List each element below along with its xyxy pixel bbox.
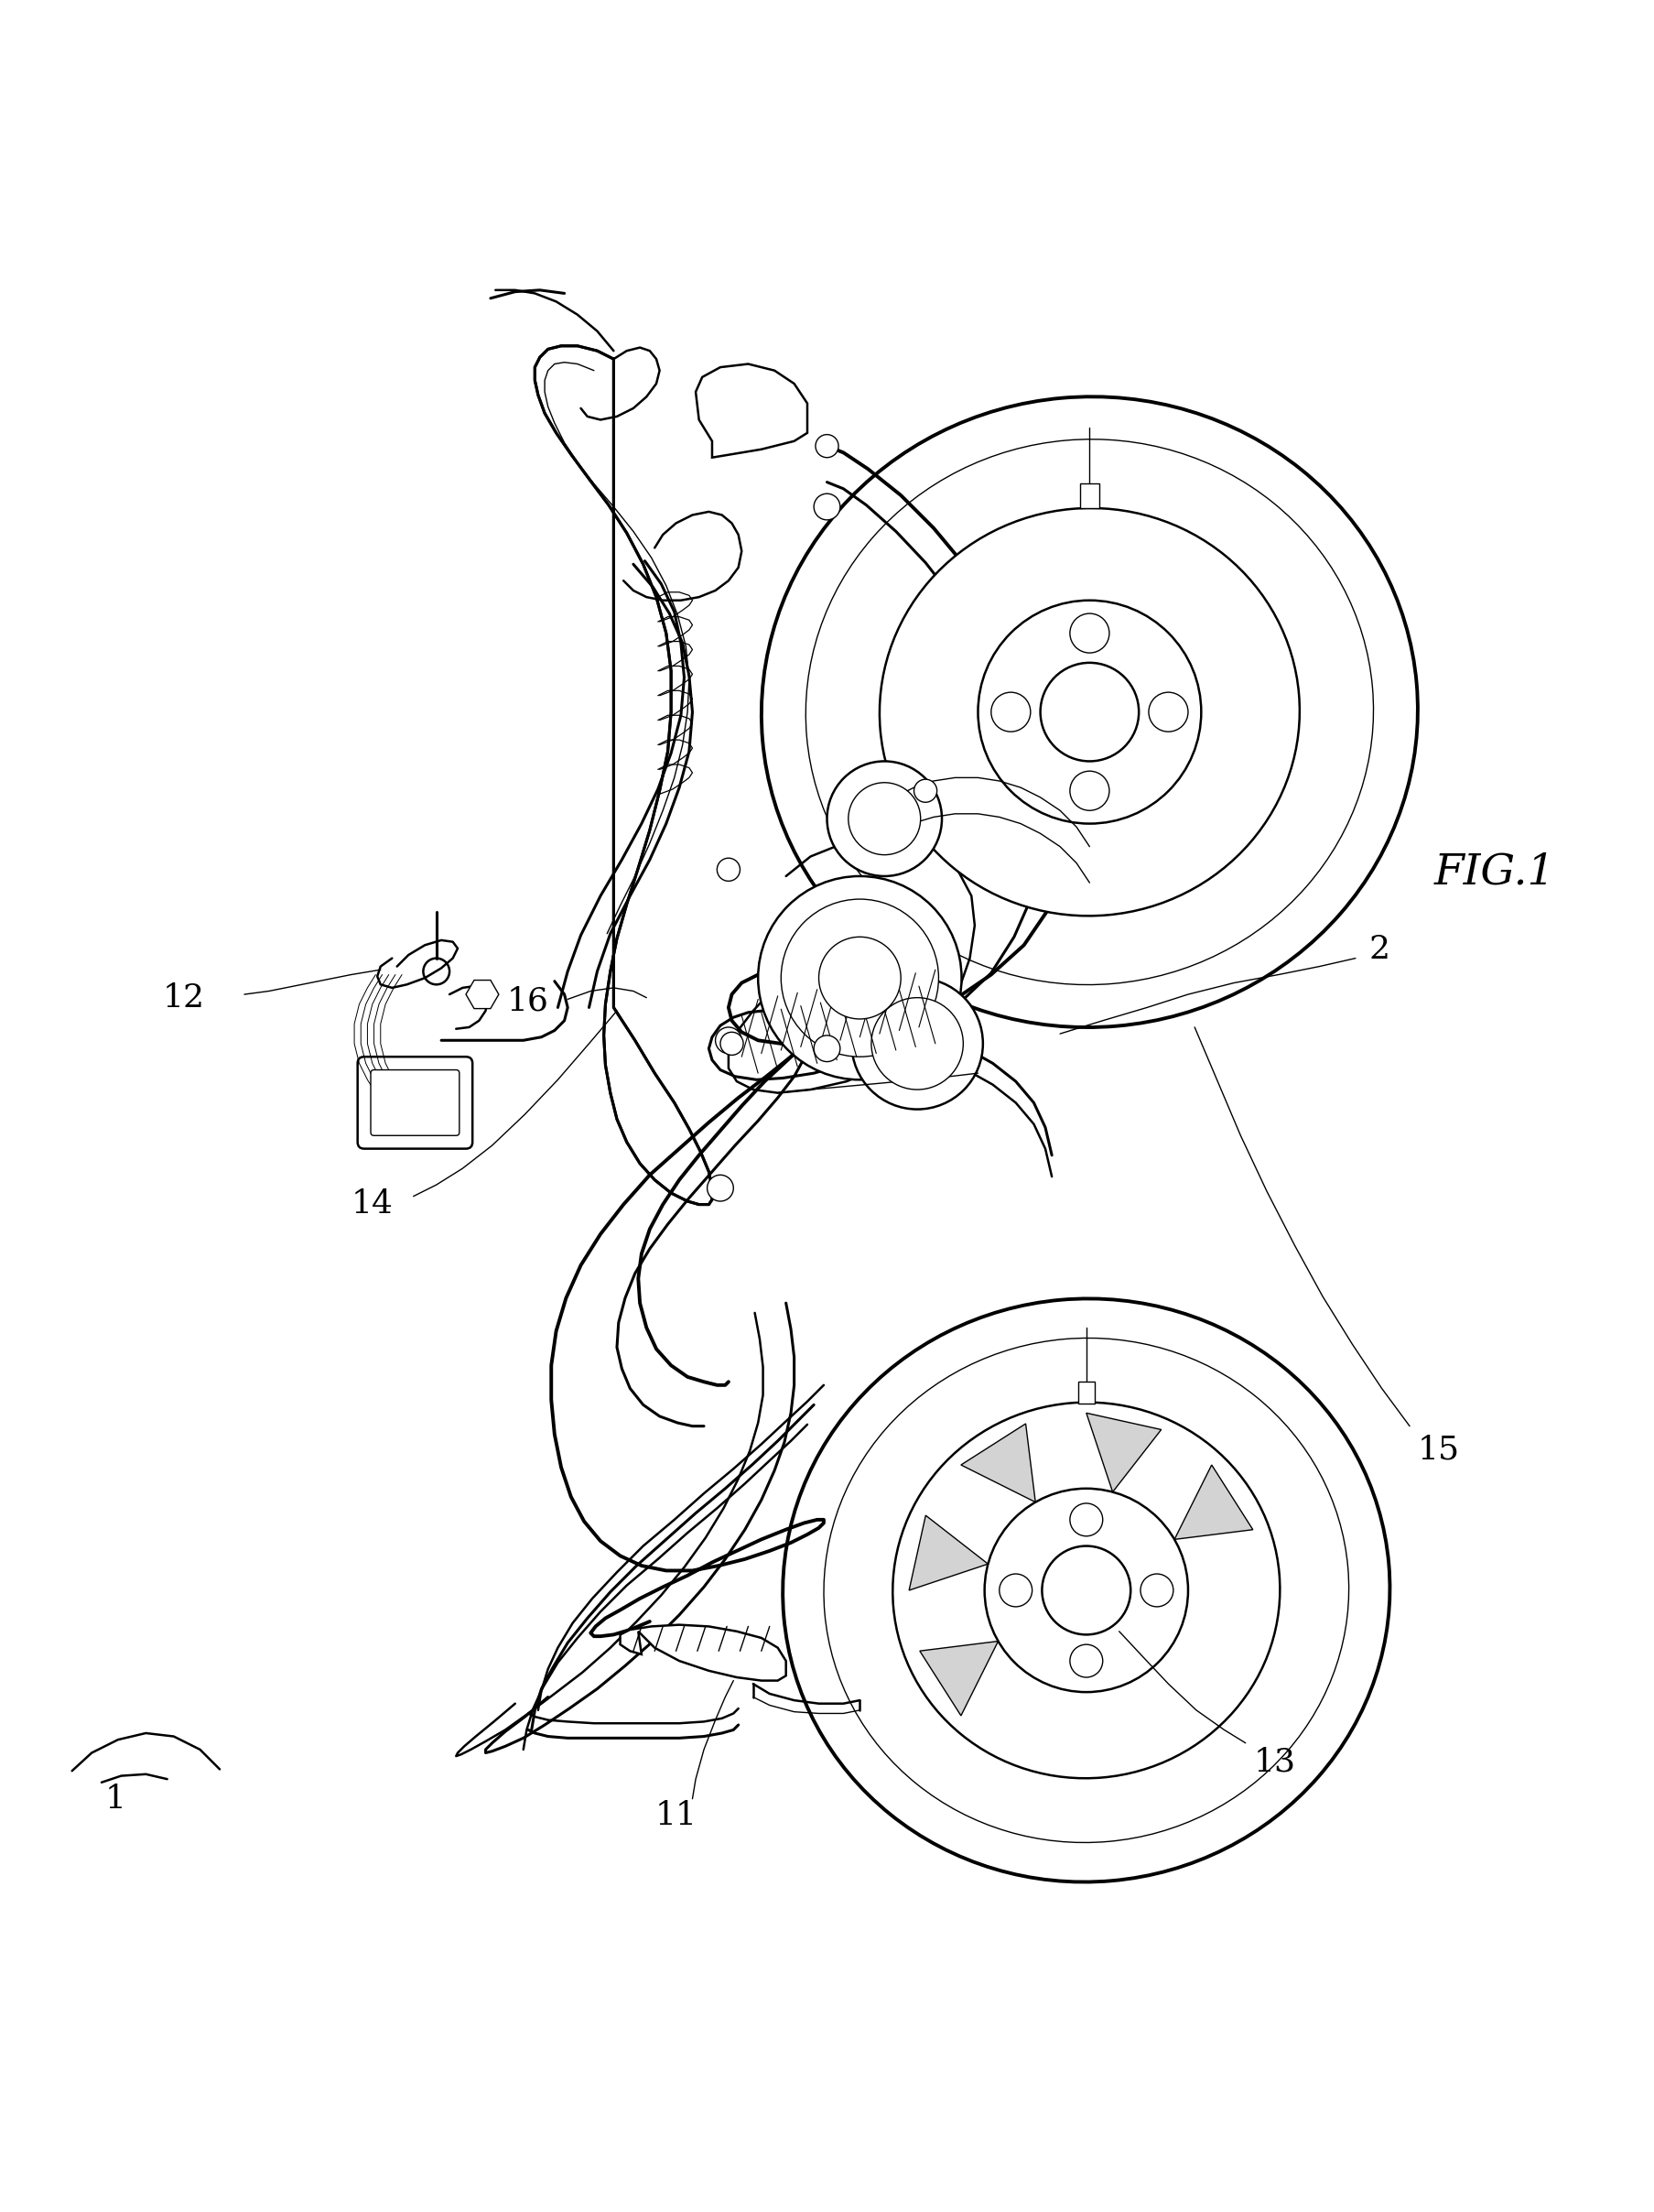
Polygon shape [620,1626,786,1681]
Polygon shape [1087,1413,1161,1491]
Polygon shape [910,1515,987,1590]
Circle shape [718,858,739,880]
Ellipse shape [1040,664,1140,761]
Circle shape [814,493,840,520]
Circle shape [915,779,936,803]
Circle shape [852,978,982,1108]
Text: 1: 1 [104,1783,126,1816]
Circle shape [872,998,963,1091]
Ellipse shape [978,599,1201,823]
Ellipse shape [880,509,1300,916]
Text: 16: 16 [506,987,549,1018]
Text: 12: 12 [162,982,205,1013]
Ellipse shape [761,396,1417,1026]
Polygon shape [466,980,500,1009]
FancyBboxPatch shape [357,1057,473,1148]
Circle shape [814,1035,840,1062]
Text: 14: 14 [351,1188,394,1219]
Circle shape [815,434,839,458]
Circle shape [991,692,1030,732]
Polygon shape [920,1641,999,1717]
Polygon shape [1174,1464,1252,1540]
Circle shape [819,938,901,1020]
Polygon shape [961,1425,1035,1502]
Polygon shape [696,365,807,458]
Text: FIG.1: FIG.1 [1434,852,1556,894]
Circle shape [1141,1575,1173,1606]
Circle shape [423,958,450,984]
Circle shape [849,783,921,854]
Ellipse shape [984,1489,1188,1692]
Text: 2: 2 [1368,933,1389,964]
Circle shape [716,1026,741,1053]
FancyBboxPatch shape [1078,1382,1095,1402]
Circle shape [758,876,961,1079]
Text: 11: 11 [655,1801,696,1832]
Circle shape [719,1033,743,1055]
Circle shape [1070,1644,1103,1677]
Circle shape [827,761,941,876]
FancyBboxPatch shape [370,1071,460,1135]
Polygon shape [534,345,713,1206]
Circle shape [1070,772,1110,810]
Text: 15: 15 [1417,1433,1460,1464]
Text: 13: 13 [1254,1745,1297,1776]
Ellipse shape [1042,1546,1131,1635]
Circle shape [708,1175,733,1201]
Circle shape [1070,613,1110,653]
Circle shape [999,1575,1032,1606]
FancyBboxPatch shape [1080,484,1100,509]
Circle shape [1070,1504,1103,1535]
Ellipse shape [893,1402,1280,1778]
Circle shape [781,898,938,1057]
Ellipse shape [782,1298,1389,1882]
Circle shape [1148,692,1188,732]
